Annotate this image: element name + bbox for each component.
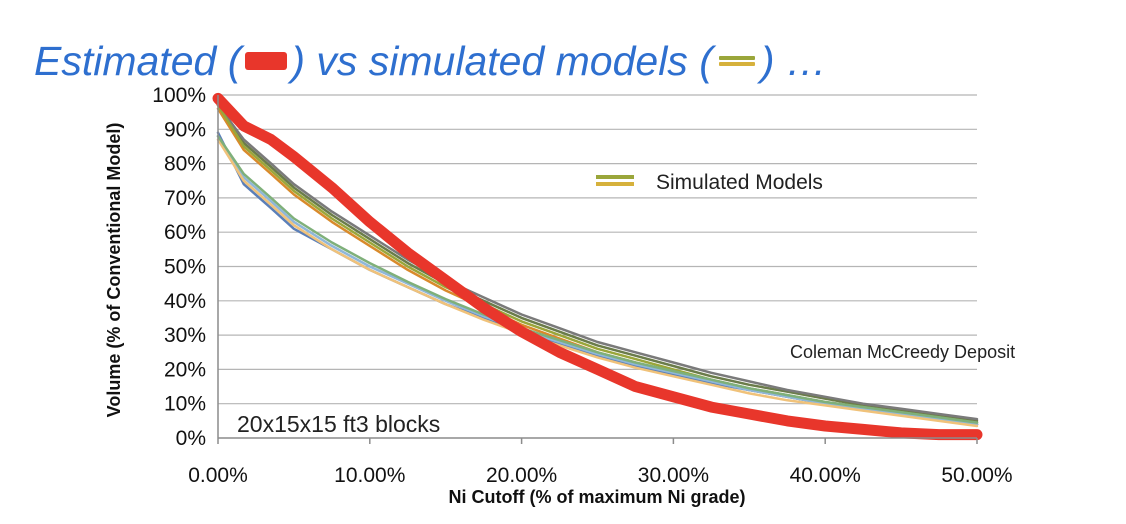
y-tick-label: 50%	[164, 256, 206, 279]
deposit-annotation: Coleman McCreedy Deposit	[790, 342, 1015, 362]
x-tick-label: 10.00%	[334, 464, 405, 487]
estimated-series-line	[212, 92, 983, 441]
y-tick-labels: 0% 10% 20% 30% 40% 50% 60% 70% 80% 90% 100%	[152, 84, 206, 450]
title-part-2: ) vs simulated models (	[291, 38, 713, 85]
simulated-series-line	[216, 100, 979, 423]
simulated-series-group	[216, 100, 979, 428]
y-tick-label: 60%	[164, 221, 206, 244]
estimated-series-group	[212, 92, 983, 441]
y-tick-label: 30%	[164, 324, 206, 347]
y-tick-label: 0%	[176, 427, 206, 450]
x-axis-label: Ni Cutoff (% of maximum Ni grade)	[448, 487, 745, 507]
simulated-swatch-icon	[718, 54, 755, 68]
y-tick-label: 10%	[164, 393, 206, 416]
block-size-annotation: 20x15x15 ft3 blocks	[237, 411, 440, 437]
chart-title: Estimated ( ) vs simulated models ( ) …	[34, 28, 827, 88]
title-part-1: Estimated (	[34, 38, 242, 85]
estimated-swatch-icon	[245, 52, 288, 71]
simulated-series-line	[216, 134, 979, 424]
x-tick-label: 50.00%	[941, 464, 1012, 487]
axes	[217, 95, 978, 444]
legend-label: Simulated Models	[656, 171, 823, 194]
simulated-series-line	[216, 104, 979, 421]
y-tick-label: 100%	[152, 84, 206, 107]
simulated-series-line	[216, 138, 979, 428]
simulated-series-line	[216, 134, 979, 426]
title-part-3: ) …	[760, 38, 827, 85]
x-tick-label: 20.00%	[486, 464, 557, 487]
y-tick-label: 90%	[164, 118, 206, 141]
x-tick-label: 30.00%	[638, 464, 709, 487]
y-tick-label: 40%	[164, 290, 206, 313]
y-tick-label: 70%	[164, 187, 206, 210]
legend: Simulated Models	[596, 171, 823, 194]
x-tick-label: 0.00%	[188, 464, 248, 487]
x-tick-label: 40.00%	[790, 464, 861, 487]
y-tick-label: 80%	[164, 153, 206, 176]
y-tick-label: 20%	[164, 358, 206, 381]
y-axis-label: Volume (% of Conventional Model)	[104, 123, 124, 418]
x-tick-labels: 0.00% 10.00% 20.00% 30.00% 40.00% 50.00%	[188, 464, 1012, 487]
